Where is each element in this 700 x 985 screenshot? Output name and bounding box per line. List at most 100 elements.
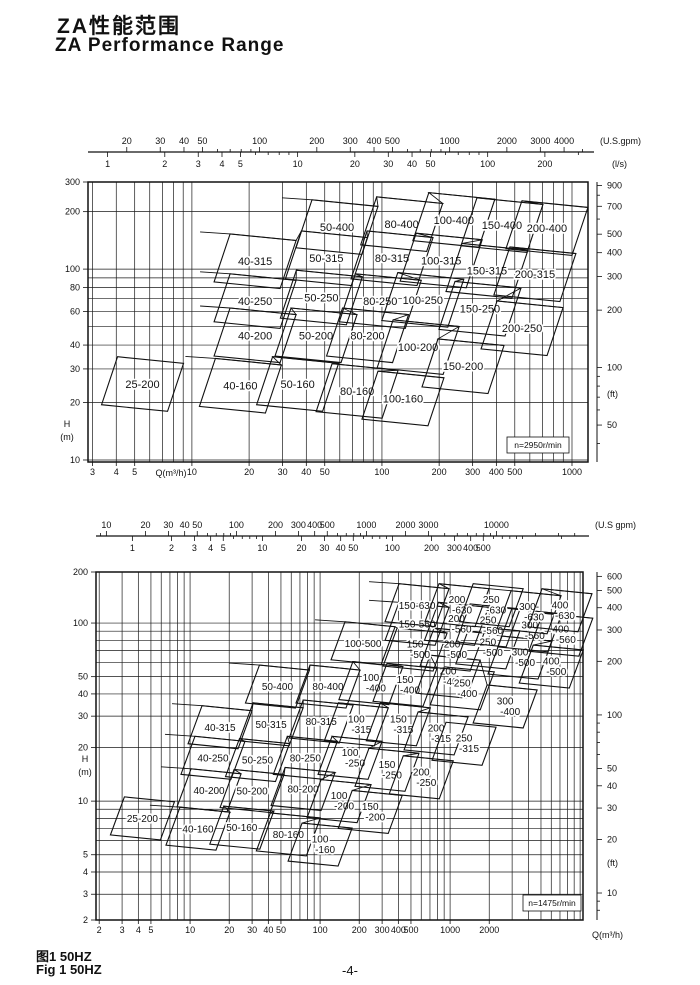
ft-unit-label: (ft) — [607, 389, 618, 399]
region-80-315 — [288, 699, 354, 744]
region-label: 50-200 — [299, 330, 333, 342]
region-80-250 — [338, 273, 423, 329]
region-label: 80-400 — [385, 219, 419, 231]
tick-label: 300 — [375, 925, 390, 935]
x-axis-label: Q(m³/h) — [156, 468, 187, 478]
region-label: 250 -400 — [454, 678, 478, 700]
right-axis-ft: 50 100 200 300 400 500 700 900 (ft) — [596, 180, 622, 462]
tick-label: 400 — [367, 136, 382, 146]
tick-label: 200 — [352, 925, 367, 935]
top-dual-scale: 20 30 40 50 100 200 300 400 500 1000 2000 3000 4000 1… — [88, 136, 641, 169]
region-label: 25-200 — [127, 814, 159, 825]
page-title-en: ZA Performance Range — [55, 35, 285, 56]
tick-label: 2 — [97, 925, 102, 935]
tick-label: 50 — [197, 136, 207, 146]
region-label: 200-250 — [413, 767, 437, 789]
region-label: 100-200 — [331, 791, 355, 813]
tick-label: 5 — [83, 850, 88, 860]
region-label: 50-315 — [256, 720, 288, 731]
tick-label: 10000 — [484, 520, 509, 530]
region-400-560 — [528, 612, 594, 657]
region-label: 150-250 — [379, 760, 403, 782]
tick-label: 20 — [141, 520, 151, 530]
region-label: 50-200 — [237, 787, 269, 798]
region-label: 200-400 — [440, 667, 464, 689]
tick-label: 40 — [336, 543, 346, 553]
tick-label: 5 — [221, 543, 226, 553]
region-label: 40-160 — [223, 381, 257, 393]
tick-label: 20 — [122, 136, 132, 146]
region-label: 80-200 — [288, 785, 320, 796]
tick-label: 400 — [607, 248, 622, 258]
region-50-200 — [219, 768, 285, 814]
region-label: 100-160 — [312, 835, 336, 857]
tick-label: 10 — [101, 520, 111, 530]
region-label: 200-315 — [515, 269, 555, 281]
tick-label: 50 — [320, 467, 330, 477]
tick-label: 20 — [297, 543, 307, 553]
tick-label: 2 — [162, 159, 167, 169]
tick-label: 1 — [130, 543, 135, 553]
region-40-250 — [213, 273, 297, 329]
tick-label: 1000 — [356, 520, 376, 530]
region-label: 150-400 — [397, 675, 421, 697]
tick-label: 50 — [607, 764, 617, 774]
region-100-160 — [287, 822, 353, 867]
tick-label: 30 — [78, 711, 88, 721]
region-label: 400 -560 — [552, 625, 576, 647]
region-50-315 — [238, 702, 304, 747]
tick-label: 100 — [252, 136, 267, 146]
tick-label: 300 — [447, 543, 462, 553]
region-label: 250 -560 — [480, 615, 504, 637]
tick-label: 300 — [343, 136, 358, 146]
region-label: 250 -315 — [456, 734, 480, 756]
figure-caption-en: Fig 1 50HZ — [36, 962, 102, 977]
region-250-560 — [455, 603, 521, 648]
region-label: 100-315 — [348, 714, 372, 736]
tick-label: 200 — [73, 567, 88, 577]
tick-label: 3000 — [418, 520, 438, 530]
region-label: 50-400 — [320, 222, 354, 234]
region-label: 100-250 — [342, 748, 366, 770]
speed-note-text: n=2950r/min — [514, 440, 562, 450]
region-25-200 — [109, 796, 176, 841]
region-label: 80-160 — [273, 830, 305, 841]
region-50-250 — [224, 737, 291, 783]
region-label: 200-400 — [527, 223, 567, 235]
y-axis-label: H — [82, 754, 89, 764]
tick-label: 4 — [83, 867, 88, 877]
region-label: 150-315 — [390, 714, 414, 736]
tick-label: 5 — [148, 925, 153, 935]
region-label: 100-500 — [345, 639, 382, 650]
region-label: 200 -500 — [444, 640, 468, 662]
region-label: 80-250 — [290, 753, 322, 764]
figure-caption-zh: 图1 50HZ — [36, 949, 92, 964]
tick-label: 30 — [247, 925, 257, 935]
tick-label: 30 — [607, 803, 617, 813]
tick-label: 400 — [607, 603, 622, 613]
region-100-315 — [323, 702, 390, 747]
region-label: 300--630 — [519, 602, 544, 624]
tick-label: 300 — [465, 467, 480, 477]
region-150-560 — [384, 601, 450, 646]
plot-border — [95, 571, 584, 921]
region-label: 50-160 — [226, 823, 258, 834]
region-200-315 — [403, 711, 469, 756]
tick-label: 200 — [424, 543, 439, 553]
region-label: 250 -500 — [479, 637, 503, 659]
tick-label: 40 — [180, 520, 190, 530]
region-200-250 — [388, 755, 455, 800]
region-label: 300 -560 — [521, 620, 545, 642]
region-label: 40-250 — [238, 296, 272, 308]
tick-label: 900 — [607, 180, 622, 190]
region-25-200 — [100, 356, 185, 412]
region-40-200 — [176, 768, 242, 813]
tick-label: 100 — [313, 925, 328, 935]
region-label: 150 -500 — [407, 640, 431, 662]
tick-label: 1000 — [440, 136, 460, 146]
tick-label: 40 — [78, 689, 88, 699]
tick-label: 300 — [291, 520, 306, 530]
y-axis-label: H — [64, 419, 71, 429]
